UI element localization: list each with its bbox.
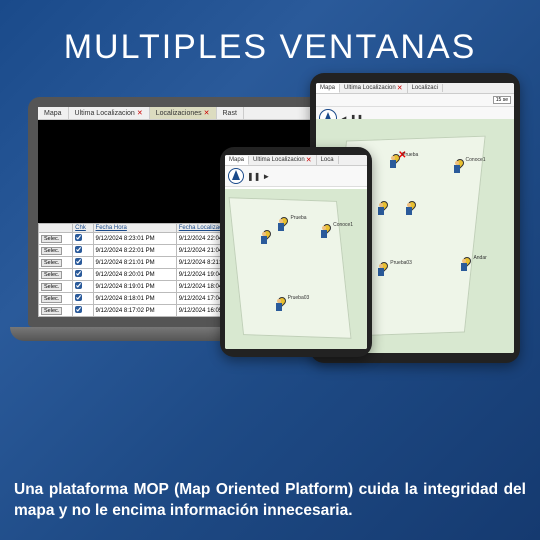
- caption-text: Una plataforma MOP (Map Oriented Platfor…: [14, 479, 526, 522]
- compass-icon: [228, 168, 244, 184]
- close-icon[interactable]: ✕: [397, 84, 403, 92]
- map-toolbar-small: ❚❚ ►: [225, 166, 367, 187]
- playback-controls-small[interactable]: ❚❚ ►: [247, 172, 270, 181]
- cell: 9/12/2024 8:22:01 PM: [93, 245, 176, 257]
- marker-label: Prueba03: [390, 260, 412, 266]
- map-marker[interactable]: Conoce1: [456, 159, 470, 173]
- cell: 9/12/2024 8:23:01 PM: [93, 233, 176, 245]
- select-button[interactable]: Selec.: [41, 235, 62, 243]
- interval-select[interactable]: 15 se: [493, 96, 511, 104]
- map-marker[interactable]: Conoce1: [323, 224, 337, 238]
- map-marker[interactable]: Prueba03: [278, 297, 292, 311]
- close-icon[interactable]: ✕: [204, 109, 210, 117]
- marker-label: Andar: [473, 255, 486, 261]
- tab-mapa[interactable]: Mapa: [38, 107, 69, 119]
- person-icon: [390, 160, 396, 168]
- cell: 9/12/2024 8:19:01 PM: [93, 281, 176, 293]
- row-checkbox[interactable]: [75, 282, 82, 289]
- tab-ultima-localizacion[interactable]: Ultima Localizacion✕: [249, 155, 317, 165]
- person-icon: [261, 236, 267, 244]
- map-marker[interactable]: [380, 201, 394, 215]
- map-canvas-small[interactable]: Prueba Conoce1 Prueba03: [225, 189, 367, 349]
- tab-rast[interactable]: Rast: [217, 107, 244, 119]
- person-icon: [278, 223, 284, 231]
- row-checkbox[interactable]: [75, 270, 82, 277]
- pause-icon[interactable]: ❚❚: [247, 172, 260, 181]
- person-icon: [378, 207, 384, 215]
- row-checkbox[interactable]: [75, 258, 82, 265]
- cell: 9/12/2024 8:17:02 PM: [93, 305, 176, 317]
- column-header[interactable]: Chk: [73, 224, 93, 233]
- row-checkbox[interactable]: [75, 246, 82, 253]
- marker-label: Prueba: [402, 152, 418, 158]
- select-button[interactable]: Selec.: [41, 247, 62, 255]
- map-marker[interactable]: Andar: [463, 257, 477, 271]
- row-checkbox[interactable]: [75, 294, 82, 301]
- select-button[interactable]: Selec.: [41, 271, 62, 279]
- cell: 9/12/2024 8:18:01 PM: [93, 293, 176, 305]
- select-button[interactable]: Selec.: [41, 307, 62, 315]
- tab-localizaciones[interactable]: Localizaciones✕: [150, 107, 217, 119]
- cell: 9/12/2024 8:20:01 PM: [93, 269, 176, 281]
- select-button[interactable]: Selec.: [41, 259, 62, 267]
- person-icon: [321, 230, 327, 238]
- tablet-small-screen: MapaUltima Localizacion✕Loca ❚❚ ► Prueba…: [225, 155, 367, 349]
- person-icon: [406, 207, 412, 215]
- person-icon: [454, 165, 460, 173]
- tablet-small-tabbar: MapaUltima Localizacion✕Loca: [225, 155, 367, 166]
- person-icon: [461, 263, 467, 271]
- marker-label: Prueba03: [288, 295, 310, 301]
- device-stage: MapaUltima Localizacion✕Localizaciones✕R…: [0, 77, 540, 417]
- person-icon: [378, 268, 384, 276]
- cell: 9/12/2024 8:21:01 PM: [93, 257, 176, 269]
- laptop-tabbar: MapaUltima Localizacion✕Localizaciones✕R…: [38, 107, 338, 120]
- tab-loca[interactable]: Loca: [317, 156, 339, 164]
- tab-mapa[interactable]: Mapa: [225, 156, 249, 165]
- tab-mapa[interactable]: Mapa: [316, 84, 340, 93]
- column-header[interactable]: Fecha Hora: [93, 224, 176, 233]
- next-icon[interactable]: ►: [262, 172, 270, 181]
- map-marker[interactable]: ✕Prueba: [392, 154, 406, 168]
- marker-label: Conoce1: [333, 222, 353, 228]
- map-marker[interactable]: Prueba: [280, 217, 294, 231]
- column-header[interactable]: [39, 224, 73, 233]
- tablet-small: MapaUltima Localizacion✕Loca ❚❚ ► Prueba…: [220, 147, 372, 357]
- tab-localizaci[interactable]: Localizaci: [408, 84, 443, 92]
- map-marker[interactable]: [263, 230, 277, 244]
- close-icon[interactable]: ✕: [306, 156, 312, 164]
- marker-label: Conoce1: [466, 157, 486, 163]
- map-marker[interactable]: [408, 201, 422, 215]
- map-toolbar: 15 se: [316, 94, 514, 107]
- person-icon: [276, 303, 282, 311]
- select-button[interactable]: Selec.: [41, 295, 62, 303]
- page-title: MULTIPLES VENTANAS: [0, 0, 540, 67]
- tab-ultima-localizacion[interactable]: Ultima Localizacion✕: [69, 107, 150, 119]
- row-checkbox[interactable]: [75, 234, 82, 241]
- close-icon[interactable]: ✕: [137, 109, 143, 117]
- tablet-large-tabbar: MapaUltima Localizacion✕Localizaci: [316, 83, 514, 94]
- select-button[interactable]: Selec.: [41, 283, 62, 291]
- map-marker[interactable]: Prueba03: [380, 262, 394, 276]
- row-checkbox[interactable]: [75, 306, 82, 313]
- marker-label: Prueba: [290, 215, 306, 221]
- tab-ultima-localizacion[interactable]: Ultima Localizacion✕: [340, 83, 408, 93]
